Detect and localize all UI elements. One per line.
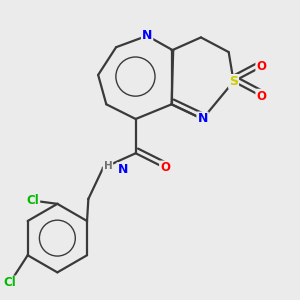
Text: Cl: Cl <box>3 277 16 290</box>
Text: N: N <box>197 112 208 125</box>
Text: N: N <box>117 163 128 176</box>
Text: Cl: Cl <box>26 194 39 207</box>
Text: O: O <box>160 161 170 174</box>
Text: S: S <box>229 75 238 88</box>
Text: N: N <box>142 29 152 42</box>
Text: H: H <box>103 161 112 171</box>
Text: O: O <box>256 60 266 73</box>
Text: O: O <box>256 90 266 103</box>
